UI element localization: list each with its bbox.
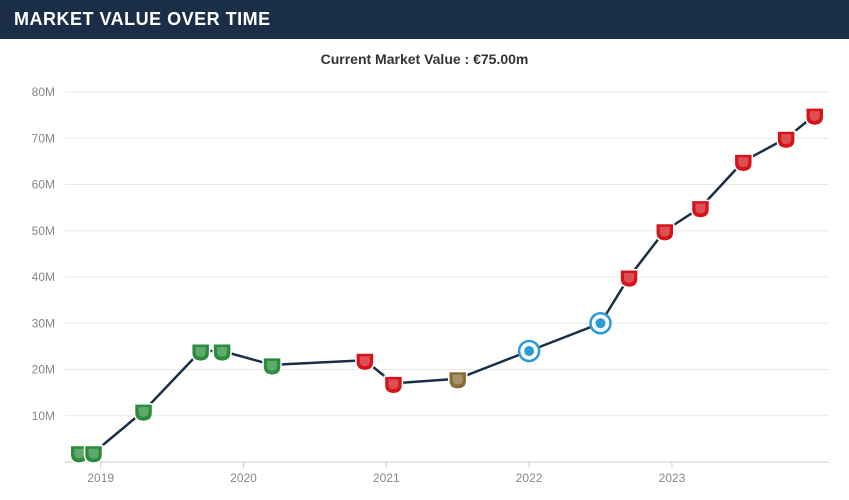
y-tick-label: 50M xyxy=(32,224,55,238)
y-tick-label: 10M xyxy=(32,409,55,423)
y-tick-label: 70M xyxy=(32,131,55,145)
x-tick-label: 2022 xyxy=(516,471,543,485)
club-badge-stetienne[interactable] xyxy=(192,344,210,362)
series-line xyxy=(79,115,814,453)
y-tick-label: 40M xyxy=(32,270,55,284)
club-badge-arsenal[interactable] xyxy=(356,353,374,371)
club-badge-arsenal[interactable] xyxy=(734,154,752,172)
panel-title: MARKET VALUE OVER TIME xyxy=(14,9,271,29)
y-tick-label: 80M xyxy=(32,85,55,99)
x-tick-label: 2020 xyxy=(230,471,257,485)
y-tick-label: 20M xyxy=(32,363,55,377)
club-badge-arsenal[interactable] xyxy=(656,224,674,242)
club-badge-stetienne[interactable] xyxy=(135,404,153,422)
club-badge-stetienne[interactable] xyxy=(213,344,231,362)
club-badge-marseille[interactable] xyxy=(591,313,611,333)
club-badge-arsenal[interactable] xyxy=(384,376,402,394)
x-tick-label: 2023 xyxy=(659,471,686,485)
club-badge-nice[interactable] xyxy=(449,372,467,390)
club-badge-marseille[interactable] xyxy=(519,341,539,361)
club-badge-arsenal[interactable] xyxy=(777,131,795,149)
market-value-line-chart: 10M 20M 30M 40M 50M 60M 70M 80M 2019 2020 2021 2022… xyxy=(0,67,849,497)
chart-subtitle: Current Market Value : €75.00m xyxy=(0,51,849,67)
x-tick-label: 2021 xyxy=(373,471,400,485)
club-badge-stetienne[interactable] xyxy=(263,358,281,376)
club-badge-stetienne[interactable] xyxy=(85,446,103,464)
x-tick-label: 2019 xyxy=(87,471,114,485)
y-tick-label: 30M xyxy=(32,316,55,330)
chart-container: 10M 20M 30M 40M 50M 60M 70M 80M 2019 2020 2021 2022… xyxy=(0,67,849,497)
club-badge-arsenal[interactable] xyxy=(806,108,824,126)
club-badge-arsenal[interactable] xyxy=(691,200,709,218)
panel-header: MARKET VALUE OVER TIME xyxy=(0,0,849,39)
club-badge-arsenal[interactable] xyxy=(620,270,638,288)
y-tick-label: 60M xyxy=(32,178,55,192)
